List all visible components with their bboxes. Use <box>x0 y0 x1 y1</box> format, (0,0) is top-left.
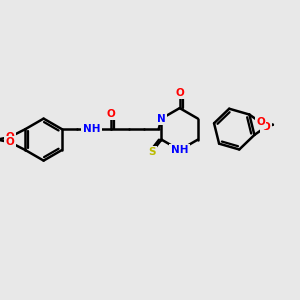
Text: O: O <box>261 122 270 132</box>
Text: N: N <box>157 114 166 124</box>
Text: S: S <box>148 147 155 157</box>
Text: O: O <box>175 88 184 98</box>
Text: O: O <box>6 132 14 142</box>
Text: NH: NH <box>83 124 100 134</box>
Text: O: O <box>256 117 265 128</box>
Text: O: O <box>6 137 14 147</box>
Text: O: O <box>107 109 116 119</box>
Text: NH: NH <box>171 145 188 155</box>
